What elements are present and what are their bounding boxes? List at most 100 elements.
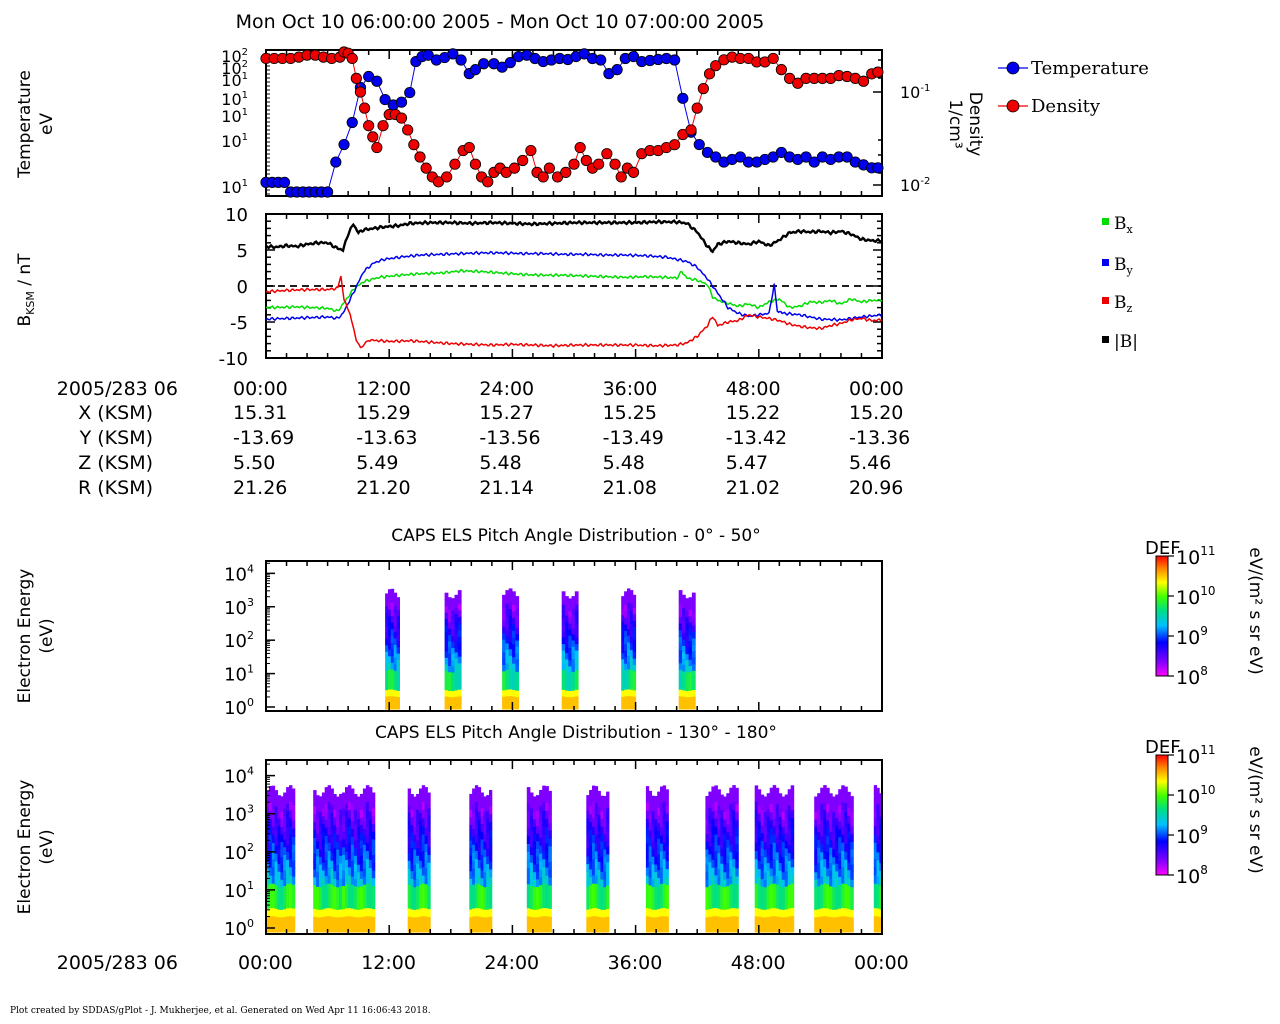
- spectrogram-cell: [571, 690, 576, 697]
- spectrogram-cell: [545, 875, 549, 884]
- spectrogram-cell: [271, 891, 276, 900]
- density-point: [469, 158, 482, 170]
- spectrogram-cell: [763, 811, 768, 820]
- spectrogram-cell: [657, 846, 661, 855]
- spectrogram-cell: [362, 804, 367, 813]
- spectrogram-cell: [333, 916, 337, 925]
- spectrogram-cell: [817, 808, 821, 817]
- spectrogram-cell: [665, 908, 669, 917]
- spectrogram-cell: [565, 690, 569, 697]
- spectrogram-cell: [421, 785, 426, 794]
- ephemeris-value: 21.14: [479, 477, 533, 499]
- spectrogram-cell: [571, 677, 576, 685]
- spectrogram-cell: [879, 924, 883, 933]
- spectrogram-cell: [654, 916, 658, 925]
- spectrogram-cell: [600, 924, 604, 933]
- spectrogram-cell: [594, 867, 599, 876]
- spectrogram-cell: [632, 601, 637, 608]
- spectrogram-cell: [565, 627, 569, 635]
- spectrogram-cell: [726, 893, 730, 902]
- spectrogram-cell: [289, 785, 293, 794]
- spectrogram-cell: [708, 807, 712, 816]
- spectrogram-cell: [597, 798, 601, 807]
- spectrogram-cell: [327, 809, 331, 819]
- spectrogram-cell: [829, 878, 833, 887]
- spectrogram-cell: [532, 841, 537, 850]
- spectrogram-cell: [711, 802, 715, 812]
- spectrogram-cell: [271, 834, 276, 843]
- spectrogram-cell: [396, 659, 400, 666]
- ephemeris-value: -13.42: [726, 427, 787, 449]
- colorbar-tick-label: 108: [1176, 664, 1208, 689]
- spectrogram-cell: [353, 801, 358, 810]
- spectrogram-cell: [515, 665, 520, 672]
- spectrogram-cell: [594, 915, 599, 925]
- spectrogram-cell: [844, 899, 848, 909]
- spectrogram-cell: [339, 847, 343, 856]
- spectrogram-cell: [385, 657, 389, 665]
- spectrogram-cell: [832, 879, 836, 888]
- spectrogram-cell: [277, 825, 281, 834]
- spectrogram-cell: [723, 856, 727, 865]
- spectrogram-cell: [472, 924, 476, 933]
- spectrogram-cell: [536, 840, 540, 849]
- spectrogram-cell: [536, 833, 540, 842]
- spectrogram-cell: [688, 634, 693, 642]
- spectrogram-cell: [688, 659, 693, 666]
- spectrogram-cell: [847, 791, 851, 801]
- spectrogram-cell: [732, 923, 736, 933]
- spectrogram-cell: [682, 626, 686, 634]
- spectrogram-cell: [717, 860, 721, 870]
- spectrogram-cell: [393, 696, 398, 704]
- spectrogram-cell: [838, 844, 842, 854]
- spectrogram-cell: [781, 826, 786, 835]
- spectrogram-cell: [592, 858, 596, 868]
- spectrogram-cell: [778, 924, 783, 933]
- spectrogram-cell: [826, 916, 830, 925]
- spectrogram-cell: [784, 863, 789, 872]
- spectrogram-cell: [772, 858, 777, 868]
- spectrogram-cell: [781, 796, 786, 805]
- spectrogram-cell: [336, 871, 340, 880]
- spectrogram-cell: [356, 804, 361, 813]
- spectrogram-cell: [838, 789, 842, 798]
- spectrogram-cell: [760, 855, 765, 864]
- spectrogram-cell: [359, 816, 364, 826]
- spectrogram-cell: [347, 858, 352, 868]
- spectrogram-cell: [657, 830, 661, 839]
- spectrogram-cell: [421, 883, 426, 892]
- spectrogram-cell: [723, 864, 727, 873]
- spectrogram-cell: [708, 822, 712, 832]
- spectrogram-cell: [844, 859, 848, 868]
- spectrogram-cell: [835, 886, 839, 895]
- spectrogram-cell: [371, 908, 376, 917]
- spectrogram-cell: [769, 916, 774, 925]
- spectrogram-cell: [720, 863, 724, 872]
- spectrogram-cell: [410, 847, 414, 856]
- spectrogram-cell: [711, 810, 715, 820]
- spectrogram-cell: [571, 640, 576, 647]
- spectrogram-cell: [589, 924, 593, 933]
- spectrogram-cell: [775, 795, 780, 805]
- spectrogram-cell: [873, 915, 877, 925]
- spectrogram-cell: [368, 924, 373, 933]
- spectrogram-cell: [820, 908, 824, 917]
- spectrogram-cell: [847, 830, 851, 839]
- temperature-tick-labels: 102 102 101 101 101 101 101: [221, 47, 248, 197]
- spectrogram-cell: [502, 639, 506, 646]
- spectrogram-cell: [766, 908, 771, 918]
- spectrogram-cell: [283, 846, 287, 855]
- spectrogram-cell: [416, 924, 420, 933]
- spectrogram-cell: [624, 650, 628, 658]
- spectrogram-cell: [820, 883, 824, 893]
- spectrogram-cell: [268, 907, 273, 917]
- spectrogram-cell: [515, 646, 520, 654]
- spectrogram-cell: [548, 892, 552, 902]
- spectrogram-cell: [421, 834, 426, 843]
- spectrogram-cell: [365, 883, 370, 892]
- spectrogram-cell: [823, 825, 827, 835]
- spectrogram-cell: [542, 842, 546, 852]
- spectrogram-cell: [772, 801, 777, 811]
- spectrogram-cell: [720, 817, 724, 826]
- spectrogram-cell: [654, 924, 658, 933]
